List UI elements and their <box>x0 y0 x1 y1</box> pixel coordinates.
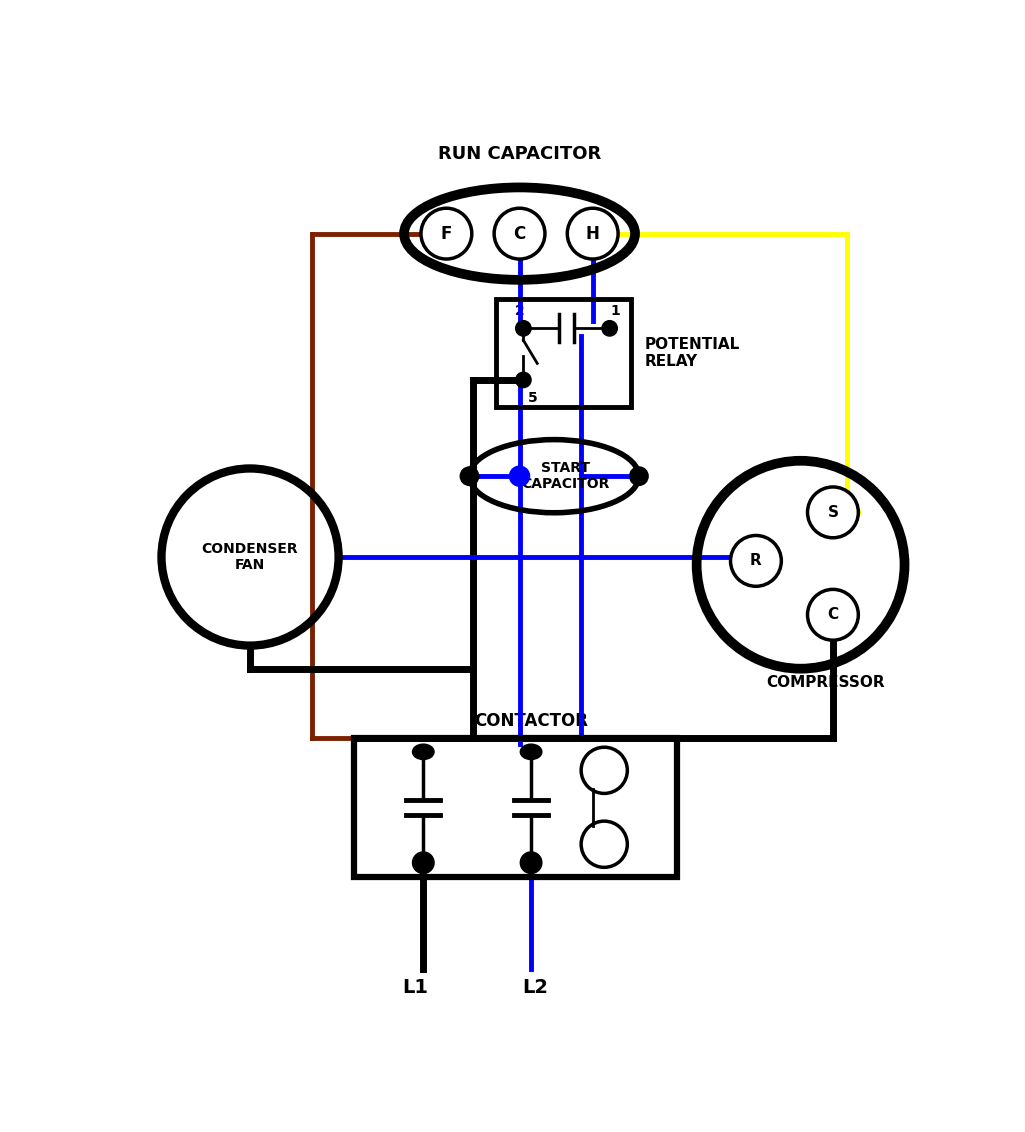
Circle shape <box>412 852 434 874</box>
Ellipse shape <box>521 744 542 760</box>
Text: 2: 2 <box>515 303 525 318</box>
Circle shape <box>521 852 542 874</box>
Circle shape <box>731 535 781 586</box>
Bar <box>354 738 678 876</box>
Text: F: F <box>441 224 452 242</box>
Circle shape <box>567 208 618 259</box>
Circle shape <box>460 466 479 486</box>
Bar <box>496 299 631 406</box>
Text: H: H <box>585 224 600 242</box>
Circle shape <box>516 320 531 336</box>
Text: R: R <box>750 554 762 568</box>
Circle shape <box>808 590 858 641</box>
Text: L1: L1 <box>403 978 428 997</box>
Text: S: S <box>827 505 838 520</box>
Ellipse shape <box>412 744 434 760</box>
Text: C: C <box>514 224 526 242</box>
Circle shape <box>808 487 858 538</box>
Circle shape <box>421 208 472 259</box>
Text: 5: 5 <box>528 391 537 405</box>
Text: POTENTIAL
RELAY: POTENTIAL RELAY <box>645 337 740 369</box>
Circle shape <box>509 466 530 486</box>
Text: COMPRESSOR: COMPRESSOR <box>766 675 885 689</box>
Text: 1: 1 <box>611 303 621 318</box>
Text: C: C <box>827 607 838 623</box>
Circle shape <box>602 320 617 336</box>
Text: L2: L2 <box>522 978 548 997</box>
Text: START
CAPACITOR: START CAPACITOR <box>522 461 610 491</box>
Circle shape <box>516 372 531 387</box>
Circle shape <box>494 208 545 259</box>
Text: CONDENSER
FAN: CONDENSER FAN <box>202 542 298 572</box>
Text: CONTACTOR: CONTACTOR <box>475 712 588 730</box>
Text: RUN CAPACITOR: RUN CAPACITOR <box>438 145 601 163</box>
Circle shape <box>629 466 648 486</box>
